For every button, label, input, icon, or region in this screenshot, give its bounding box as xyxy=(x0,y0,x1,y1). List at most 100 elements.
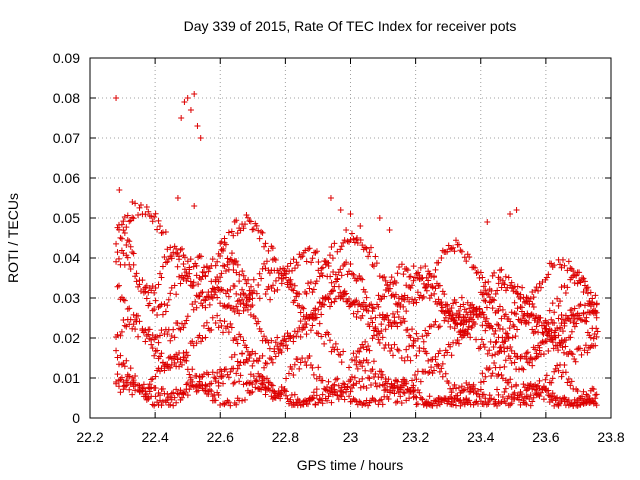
data-point-marker xyxy=(577,316,584,323)
data-point-marker xyxy=(294,262,301,269)
data-point-marker xyxy=(372,323,379,330)
data-point-marker xyxy=(135,312,142,319)
data-point-marker xyxy=(321,301,328,308)
data-point-marker xyxy=(252,377,259,384)
data-point-marker xyxy=(439,373,446,380)
data-point-marker xyxy=(571,323,578,330)
data-point-marker xyxy=(391,341,398,348)
data-point-marker xyxy=(142,338,149,345)
data-point-marker xyxy=(562,312,569,319)
data-point-marker xyxy=(164,258,171,265)
data-point-marker xyxy=(433,402,440,409)
data-point-marker xyxy=(187,382,194,389)
data-point-marker xyxy=(183,349,190,356)
data-point-marker xyxy=(507,355,514,362)
data-point-marker xyxy=(359,276,366,283)
data-point-marker xyxy=(262,391,269,398)
data-point-marker xyxy=(460,301,467,308)
data-point-marker xyxy=(571,396,578,403)
data-point-marker xyxy=(431,367,438,374)
data-point-marker xyxy=(363,385,370,392)
data-point-marker xyxy=(589,385,596,392)
data-point-marker xyxy=(225,374,232,381)
data-point-marker xyxy=(591,330,598,337)
data-point-marker xyxy=(275,388,282,395)
data-point-marker xyxy=(236,362,243,369)
data-point-marker xyxy=(344,238,351,245)
data-point-marker xyxy=(351,374,358,381)
data-point-marker xyxy=(475,345,482,352)
data-point-marker xyxy=(313,386,320,393)
data-point-marker xyxy=(194,123,201,129)
data-point-marker xyxy=(520,397,527,404)
data-point-marker xyxy=(425,357,432,364)
data-point-marker xyxy=(549,390,556,397)
data-point-marker xyxy=(123,377,130,384)
data-point-marker xyxy=(116,187,123,193)
data-point-marker xyxy=(496,348,503,355)
data-point-marker xyxy=(457,402,464,409)
data-point-marker xyxy=(436,368,443,375)
data-point-marker xyxy=(559,395,566,402)
data-point-marker xyxy=(202,387,209,394)
data-point-marker xyxy=(363,294,370,301)
data-point-marker xyxy=(582,318,589,325)
data-point-marker xyxy=(524,310,531,317)
data-point-marker xyxy=(372,398,379,405)
data-point-marker xyxy=(546,330,553,337)
data-point-marker xyxy=(378,396,385,403)
data-point-marker xyxy=(123,241,130,248)
data-point-marker xyxy=(370,396,377,403)
data-point-marker xyxy=(224,371,231,378)
data-point-marker xyxy=(568,350,575,357)
data-point-marker xyxy=(422,284,429,291)
data-point-marker xyxy=(218,238,225,245)
data-point-marker xyxy=(120,227,127,234)
data-point-marker xyxy=(155,217,162,224)
data-point-marker xyxy=(255,281,262,288)
data-point-marker xyxy=(135,211,142,218)
data-point-marker xyxy=(327,195,334,201)
data-point-marker xyxy=(321,257,328,264)
data-point-marker xyxy=(498,284,505,291)
data-point-marker xyxy=(481,344,488,351)
data-point-marker xyxy=(370,332,377,339)
data-point-marker xyxy=(376,339,383,346)
data-point-marker xyxy=(246,296,253,303)
data-point-marker xyxy=(309,289,316,296)
data-point-marker xyxy=(557,261,564,268)
data-point-marker xyxy=(382,326,389,333)
data-point-marker xyxy=(360,400,367,407)
data-point-marker xyxy=(552,395,559,402)
data-point-marker xyxy=(191,91,198,97)
data-point-marker xyxy=(580,388,587,395)
data-point-marker xyxy=(533,284,540,291)
data-point-marker xyxy=(225,329,232,336)
data-point-marker xyxy=(365,374,372,381)
data-point-marker xyxy=(124,254,131,261)
data-point-marker xyxy=(473,390,480,397)
data-point-marker xyxy=(187,256,194,263)
data-point-marker xyxy=(584,290,591,297)
data-point-marker xyxy=(244,306,251,313)
data-point-marker xyxy=(422,327,429,334)
data-point-marker xyxy=(378,321,385,328)
data-point-marker xyxy=(247,311,254,318)
data-point-marker xyxy=(516,317,523,324)
data-point-marker xyxy=(261,243,268,250)
data-point-marker xyxy=(240,307,247,314)
data-point-marker xyxy=(328,384,335,391)
data-point-marker xyxy=(388,292,395,299)
data-point-marker xyxy=(389,352,396,359)
data-point-marker xyxy=(258,275,265,282)
data-point-marker xyxy=(429,370,436,377)
data-point-marker xyxy=(171,282,178,289)
data-point-marker xyxy=(340,389,347,396)
data-point-marker xyxy=(319,294,326,301)
data-point-marker xyxy=(158,230,165,237)
data-point-marker xyxy=(578,351,585,358)
data-point-marker xyxy=(290,371,297,378)
data-point-marker xyxy=(312,249,319,256)
data-point-marker xyxy=(382,286,389,293)
data-point-marker xyxy=(133,278,140,285)
